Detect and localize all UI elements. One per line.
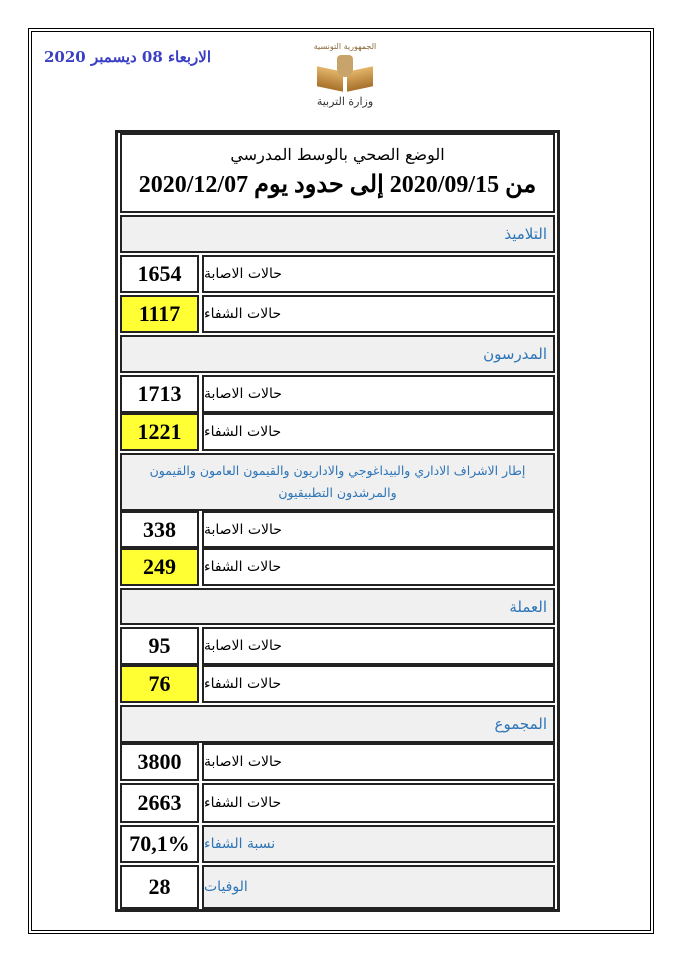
table-title: الوضع الصحي بالوسط المدرسي bbox=[230, 145, 445, 164]
staff-recoveries: 249 bbox=[120, 548, 199, 586]
staff-infections: 338 bbox=[120, 511, 199, 548]
table-header: الوضع الصحي بالوسط المدرسي من 2020/09/15… bbox=[120, 133, 555, 213]
table-row: 28 الوفيات bbox=[120, 865, 555, 909]
teachers-recoveries: 1221 bbox=[120, 413, 199, 451]
workers-infections: 95 bbox=[120, 627, 199, 665]
health-status-table: الوضع الصحي بالوسط المدرسي من 2020/09/15… bbox=[115, 130, 560, 912]
workers-recoveries: 76 bbox=[120, 665, 199, 703]
table-row: 338 حالات الاصابة bbox=[120, 511, 555, 548]
logo-ministry-name: وزارة التربية bbox=[316, 95, 374, 108]
ministry-logo: الجمهورية التونسية وزارة التربية bbox=[305, 42, 385, 124]
total-infections: 3800 bbox=[120, 743, 199, 781]
row-label: حالات الشفاء bbox=[202, 548, 555, 586]
students-recoveries: 1117 bbox=[120, 295, 199, 333]
table-row: 1713 حالات الاصابة bbox=[120, 375, 555, 413]
logo-republic-text: الجمهورية التونسية bbox=[313, 42, 377, 51]
table-row: 76 حالات الشفاء bbox=[120, 665, 555, 703]
recovery-rate-value: 70,1% bbox=[120, 825, 199, 863]
deaths-label: الوفيات bbox=[202, 865, 555, 909]
section-teachers: المدرسون bbox=[120, 335, 555, 373]
table-row: 70,1% نسبة الشفاء bbox=[120, 825, 555, 863]
report-date: الاربعاء 08 ديسمبر 2020 bbox=[44, 48, 212, 66]
row-label: حالات الاصابة bbox=[202, 511, 555, 548]
total-recoveries: 2663 bbox=[120, 783, 199, 823]
recovery-rate-label: نسبة الشفاء bbox=[202, 825, 555, 863]
section-workers: العملة bbox=[120, 588, 555, 625]
row-label: حالات الاصابة bbox=[202, 627, 555, 665]
row-label: حالات الاصابة bbox=[202, 255, 555, 293]
section-total: المجموع bbox=[120, 705, 555, 743]
page-frame bbox=[28, 28, 654, 934]
table-row: 3800 حالات الاصابة bbox=[120, 743, 555, 781]
row-label: حالات الشفاء bbox=[202, 413, 555, 451]
row-label: حالات الشفاء bbox=[202, 665, 555, 703]
table-row: 95 حالات الاصابة bbox=[120, 627, 555, 665]
row-label: حالات الاصابة bbox=[202, 743, 555, 781]
table-row: 2663 حالات الشفاء bbox=[120, 783, 555, 823]
table-row: 249 حالات الشفاء bbox=[120, 548, 555, 586]
section-staff: إطار الاشراف الاداري والبيداغوجي والادار… bbox=[120, 453, 555, 511]
deaths-value: 28 bbox=[120, 865, 199, 909]
table-row: 1654 حالات الاصابة bbox=[120, 255, 555, 293]
table-row: 1221 حالات الشفاء bbox=[120, 413, 555, 451]
row-label: حالات الشفاء bbox=[202, 295, 555, 333]
table-row: 1117 حالات الشفاء bbox=[120, 295, 555, 333]
book-emblem-icon bbox=[315, 55, 375, 93]
section-students: التلاميذ bbox=[120, 215, 555, 253]
students-infections: 1654 bbox=[120, 255, 199, 293]
row-label: حالات الاصابة bbox=[202, 375, 555, 413]
row-label: حالات الشفاء bbox=[202, 783, 555, 823]
table-period: من 2020/09/15 إلى حدود يوم 2020/12/07 bbox=[138, 172, 537, 198]
teachers-infections: 1713 bbox=[120, 375, 199, 413]
